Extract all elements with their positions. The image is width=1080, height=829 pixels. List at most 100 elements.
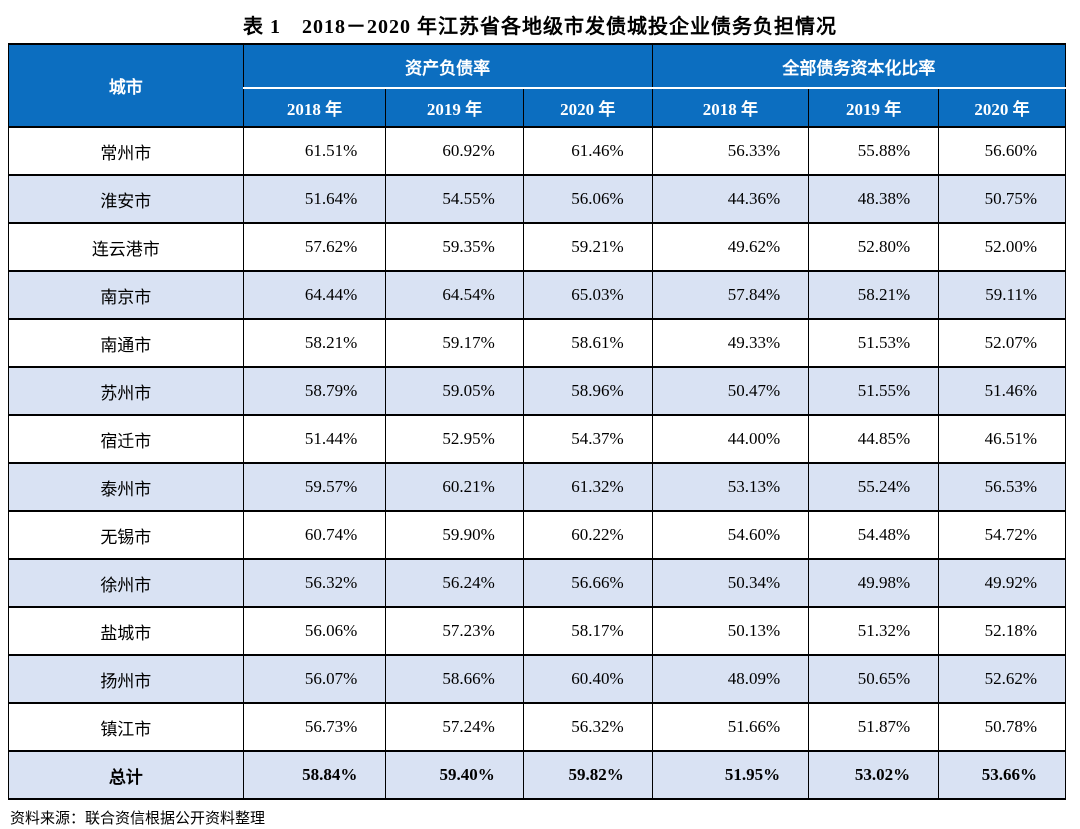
- value-cell: 44.00%: [651, 414, 810, 464]
- table-row: 南通市 58.21% 59.17% 58.61% 49.33% 51.53% 5…: [8, 318, 1066, 368]
- city-cell: 淮安市: [8, 174, 244, 224]
- value-cell: 54.37%: [522, 414, 653, 464]
- value-cell: 44.85%: [808, 414, 940, 464]
- value-cell: 65.03%: [522, 270, 653, 320]
- value-cell: 50.47%: [651, 366, 810, 416]
- value-cell: 55.88%: [808, 126, 940, 176]
- city-cell: 镇江市: [8, 702, 244, 752]
- value-cell: 58.61%: [522, 318, 653, 368]
- value-cell: 52.00%: [938, 222, 1066, 272]
- city-cell: 连云港市: [8, 222, 244, 272]
- city-cell: 泰州市: [8, 462, 244, 512]
- value-cell: 60.22%: [522, 510, 653, 560]
- value-cell: 58.17%: [522, 606, 653, 656]
- value-cell: 51.64%: [242, 174, 387, 224]
- value-cell: 49.98%: [808, 558, 940, 608]
- table-row: 徐州市 56.32% 56.24% 56.66% 50.34% 49.98% 4…: [8, 558, 1066, 608]
- value-cell: 49.33%: [651, 318, 810, 368]
- city-column-header: 城市: [8, 43, 244, 128]
- value-cell: 59.40%: [385, 750, 524, 800]
- value-cell: 54.55%: [385, 174, 524, 224]
- value-cell: 51.46%: [938, 366, 1066, 416]
- value-cell: 61.32%: [522, 462, 653, 512]
- table-row: 常州市 61.51% 60.92% 61.46% 56.33% 55.88% 5…: [8, 126, 1066, 176]
- table-row: 南京市 64.44% 64.54% 65.03% 57.84% 58.21% 5…: [8, 270, 1066, 320]
- value-cell: 51.95%: [651, 750, 810, 800]
- value-cell: 60.74%: [242, 510, 387, 560]
- value-cell: 50.75%: [938, 174, 1066, 224]
- value-cell: 51.32%: [808, 606, 940, 656]
- value-cell: 50.13%: [651, 606, 810, 656]
- table-row: 宿迁市 51.44% 52.95% 54.37% 44.00% 44.85% 4…: [8, 414, 1066, 464]
- city-cell: 总计: [8, 750, 244, 800]
- value-cell: 60.21%: [385, 462, 524, 512]
- group-header-asset-liability-ratio: 资产负债率: [242, 43, 653, 89]
- value-cell: 52.62%: [938, 654, 1066, 704]
- year-header-2020-a: 2020 年: [522, 87, 653, 128]
- value-cell: 44.36%: [651, 174, 810, 224]
- value-cell: 59.05%: [385, 366, 524, 416]
- year-header-2020-b: 2020 年: [938, 87, 1066, 128]
- value-cell: 58.21%: [808, 270, 940, 320]
- value-cell: 60.92%: [385, 126, 524, 176]
- value-cell: 52.95%: [385, 414, 524, 464]
- value-cell: 60.40%: [522, 654, 653, 704]
- value-cell: 64.44%: [242, 270, 387, 320]
- value-cell: 52.80%: [808, 222, 940, 272]
- value-cell: 50.65%: [808, 654, 940, 704]
- value-cell: 48.38%: [808, 174, 940, 224]
- value-cell: 59.11%: [938, 270, 1066, 320]
- value-cell: 59.57%: [242, 462, 387, 512]
- value-cell: 56.06%: [522, 174, 653, 224]
- city-cell: 扬州市: [8, 654, 244, 704]
- debt-burden-table: 城市 资产负债率 全部债务资本化比率 2018 年 2019 年 2020 年 …: [8, 43, 1067, 800]
- value-cell: 49.62%: [651, 222, 810, 272]
- table-row: 镇江市 56.73% 57.24% 56.32% 51.66% 51.87% 5…: [8, 702, 1066, 752]
- year-header-2018-a: 2018 年: [242, 87, 387, 128]
- source-note: 资料来源：联合资信根据公开资料整理: [10, 811, 266, 827]
- value-cell: 58.66%: [385, 654, 524, 704]
- table-row: 总计 58.84% 59.40% 59.82% 51.95% 53.02% 53…: [8, 750, 1066, 800]
- value-cell: 55.24%: [808, 462, 940, 512]
- value-cell: 59.17%: [385, 318, 524, 368]
- value-cell: 57.24%: [385, 702, 524, 752]
- table-row: 苏州市 58.79% 59.05% 58.96% 50.47% 51.55% 5…: [8, 366, 1066, 416]
- city-cell: 南京市: [8, 270, 244, 320]
- table-body: 常州市 61.51% 60.92% 61.46% 56.33% 55.88% 5…: [8, 126, 1066, 800]
- year-header-2018-b: 2018 年: [651, 87, 810, 128]
- city-cell: 苏州市: [8, 366, 244, 416]
- value-cell: 53.13%: [651, 462, 810, 512]
- value-cell: 53.02%: [808, 750, 940, 800]
- value-cell: 58.96%: [522, 366, 653, 416]
- value-cell: 50.78%: [938, 702, 1066, 752]
- value-cell: 56.60%: [938, 126, 1066, 176]
- value-cell: 56.33%: [651, 126, 810, 176]
- value-cell: 48.09%: [651, 654, 810, 704]
- value-cell: 54.72%: [938, 510, 1066, 560]
- city-cell: 常州市: [8, 126, 244, 176]
- city-cell: 宿迁市: [8, 414, 244, 464]
- table-row: 泰州市 59.57% 60.21% 61.32% 53.13% 55.24% 5…: [8, 462, 1066, 512]
- value-cell: 61.51%: [242, 126, 387, 176]
- value-cell: 57.23%: [385, 606, 524, 656]
- value-cell: 56.32%: [242, 558, 387, 608]
- table-title: 表 1 2018－2020 年江苏省各地级市发债城投企业债务负担情况: [243, 16, 837, 38]
- value-cell: 58.79%: [242, 366, 387, 416]
- table-row: 淮安市 51.64% 54.55% 56.06% 44.36% 48.38% 5…: [8, 174, 1066, 224]
- value-cell: 56.66%: [522, 558, 653, 608]
- table-row: 连云港市 57.62% 59.35% 59.21% 49.62% 52.80% …: [8, 222, 1066, 272]
- year-header-2019-b: 2019 年: [808, 87, 940, 128]
- value-cell: 64.54%: [385, 270, 524, 320]
- value-cell: 51.87%: [808, 702, 940, 752]
- value-cell: 57.84%: [651, 270, 810, 320]
- year-header-row: 2018 年 2019 年 2020 年 2018 年 2019 年 2020 …: [9, 87, 1066, 128]
- value-cell: 52.07%: [938, 318, 1066, 368]
- value-cell: 56.06%: [242, 606, 387, 656]
- value-cell: 52.18%: [938, 606, 1066, 656]
- value-cell: 54.48%: [808, 510, 940, 560]
- value-cell: 56.53%: [938, 462, 1066, 512]
- value-cell: 49.92%: [938, 558, 1066, 608]
- value-cell: 56.32%: [522, 702, 653, 752]
- value-cell: 61.46%: [522, 126, 653, 176]
- value-cell: 51.66%: [651, 702, 810, 752]
